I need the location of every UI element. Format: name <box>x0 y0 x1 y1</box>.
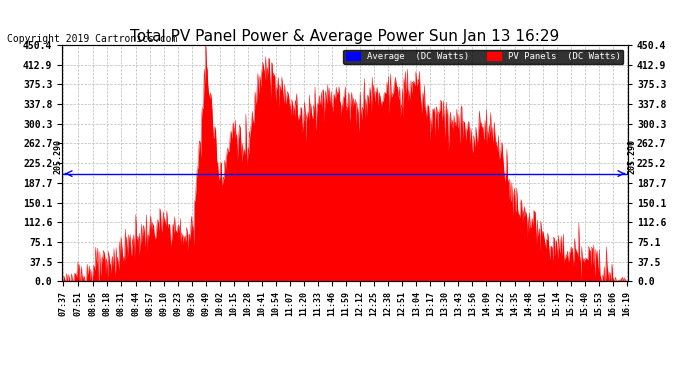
Legend: Average  (DC Watts), PV Panels  (DC Watts): Average (DC Watts), PV Panels (DC Watts) <box>344 50 623 64</box>
Title: Total PV Panel Power & Average Power Sun Jan 13 16:29: Total PV Panel Power & Average Power Sun… <box>130 29 560 44</box>
Text: Copyright 2019 Cartronics.com: Copyright 2019 Cartronics.com <box>7 34 177 44</box>
Text: 205.290: 205.290 <box>53 139 62 174</box>
Text: 205.290: 205.290 <box>628 139 637 174</box>
